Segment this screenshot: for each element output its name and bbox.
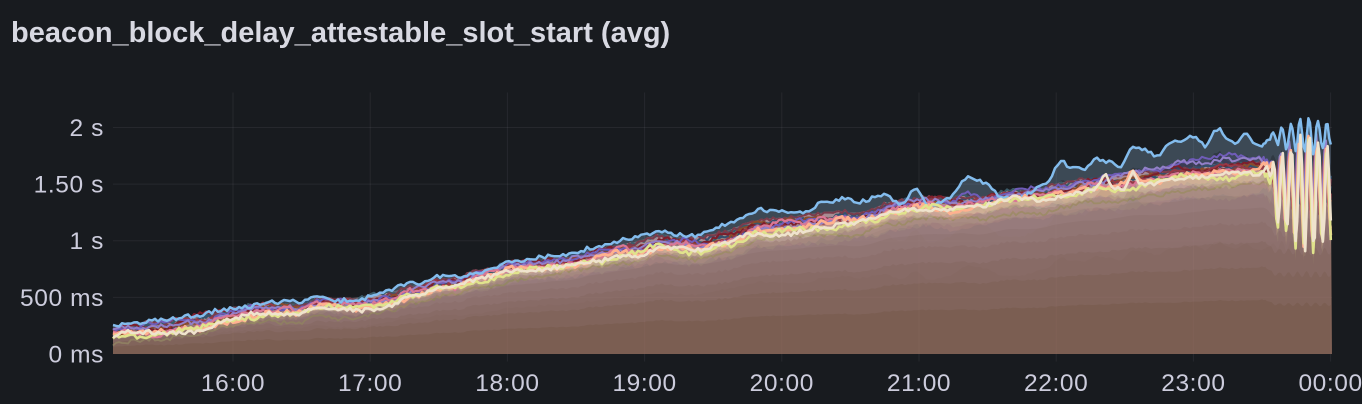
svg-text:beacon_block_delay_attestable_: beacon_block_delay_attestable_slot_start…	[11, 17, 670, 49]
svg-text:17:00: 17:00	[338, 370, 402, 397]
svg-text:19:00: 19:00	[612, 370, 676, 397]
svg-text:1.50 s: 1.50 s	[34, 172, 104, 199]
svg-text:2 s: 2 s	[70, 115, 104, 142]
svg-text:22:00: 22:00	[1024, 370, 1088, 397]
svg-text:21:00: 21:00	[887, 370, 951, 397]
svg-text:16:00: 16:00	[201, 370, 265, 397]
svg-text:23:00: 23:00	[1161, 370, 1225, 397]
svg-text:1 s: 1 s	[70, 228, 104, 255]
svg-text:18:00: 18:00	[475, 370, 539, 397]
svg-text:00:00: 00:00	[1298, 370, 1362, 397]
svg-text:0 ms: 0 ms	[49, 342, 105, 369]
svg-text:20:00: 20:00	[750, 370, 814, 397]
svg-text:500 ms: 500 ms	[20, 285, 104, 312]
